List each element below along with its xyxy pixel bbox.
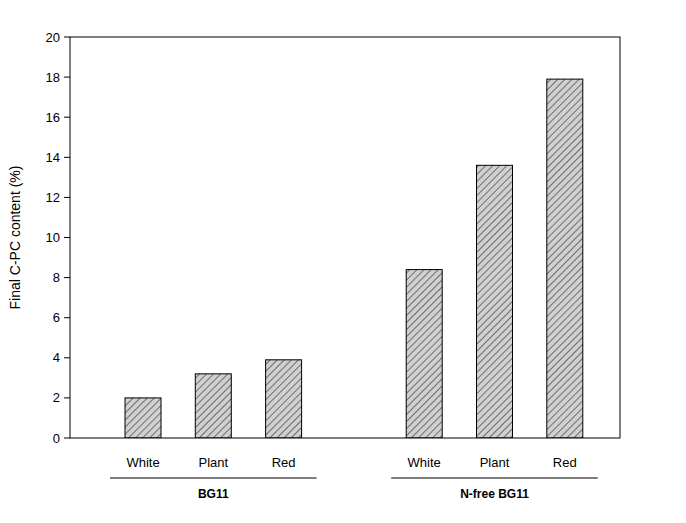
y-tick [64, 397, 70, 398]
y-tick-label: 2 [53, 390, 60, 405]
y-tick [64, 77, 70, 78]
y-tick [64, 438, 70, 439]
bar [266, 360, 302, 438]
group-label: N-free BG11 [460, 487, 529, 501]
y-tick [64, 237, 70, 238]
y-tick [64, 117, 70, 118]
x-tick-label: Plant [198, 455, 228, 470]
plot-frame [70, 37, 620, 438]
y-tick-label: 4 [53, 350, 60, 365]
y-tick [64, 317, 70, 318]
y-tick-label: 20 [46, 30, 60, 45]
y-tick-label: 8 [53, 270, 60, 285]
bar [125, 398, 161, 438]
bars [125, 79, 583, 438]
x-tick-label: White [408, 455, 441, 470]
y-tick-label: 10 [46, 230, 60, 245]
chart-container: 0 2 4 6 8 10 12 14 16 18 20 Final C-PC content (%) W… [0, 0, 686, 523]
y-tick-label: 0 [53, 431, 60, 446]
bar [477, 165, 513, 438]
y-tick [64, 157, 70, 158]
x-tick-label: Plant [480, 455, 510, 470]
group-underline [391, 478, 598, 479]
y-axis-label: Final C-PC content (%) [7, 166, 23, 310]
x-tick-label: White [126, 455, 159, 470]
y-tick [64, 37, 70, 38]
y-tick-label: 6 [53, 310, 60, 325]
y-tick-label: 18 [46, 70, 60, 85]
x-tick-label: Red [272, 455, 296, 470]
chart-svg: 0 2 4 6 8 10 12 14 16 18 20 Final C-PC content (%) W… [0, 0, 686, 523]
group-underline [110, 478, 317, 479]
y-tick [64, 277, 70, 278]
y-tick-label: 12 [46, 190, 60, 205]
group-label: BG11 [198, 487, 229, 501]
y-tick [64, 197, 70, 198]
bar [406, 270, 442, 438]
x-tick-label: Red [553, 455, 577, 470]
y-tick [64, 357, 70, 358]
bar [547, 79, 583, 438]
y-tick-label: 16 [46, 110, 60, 125]
y-tick-label: 14 [46, 150, 60, 165]
bar [195, 374, 231, 438]
